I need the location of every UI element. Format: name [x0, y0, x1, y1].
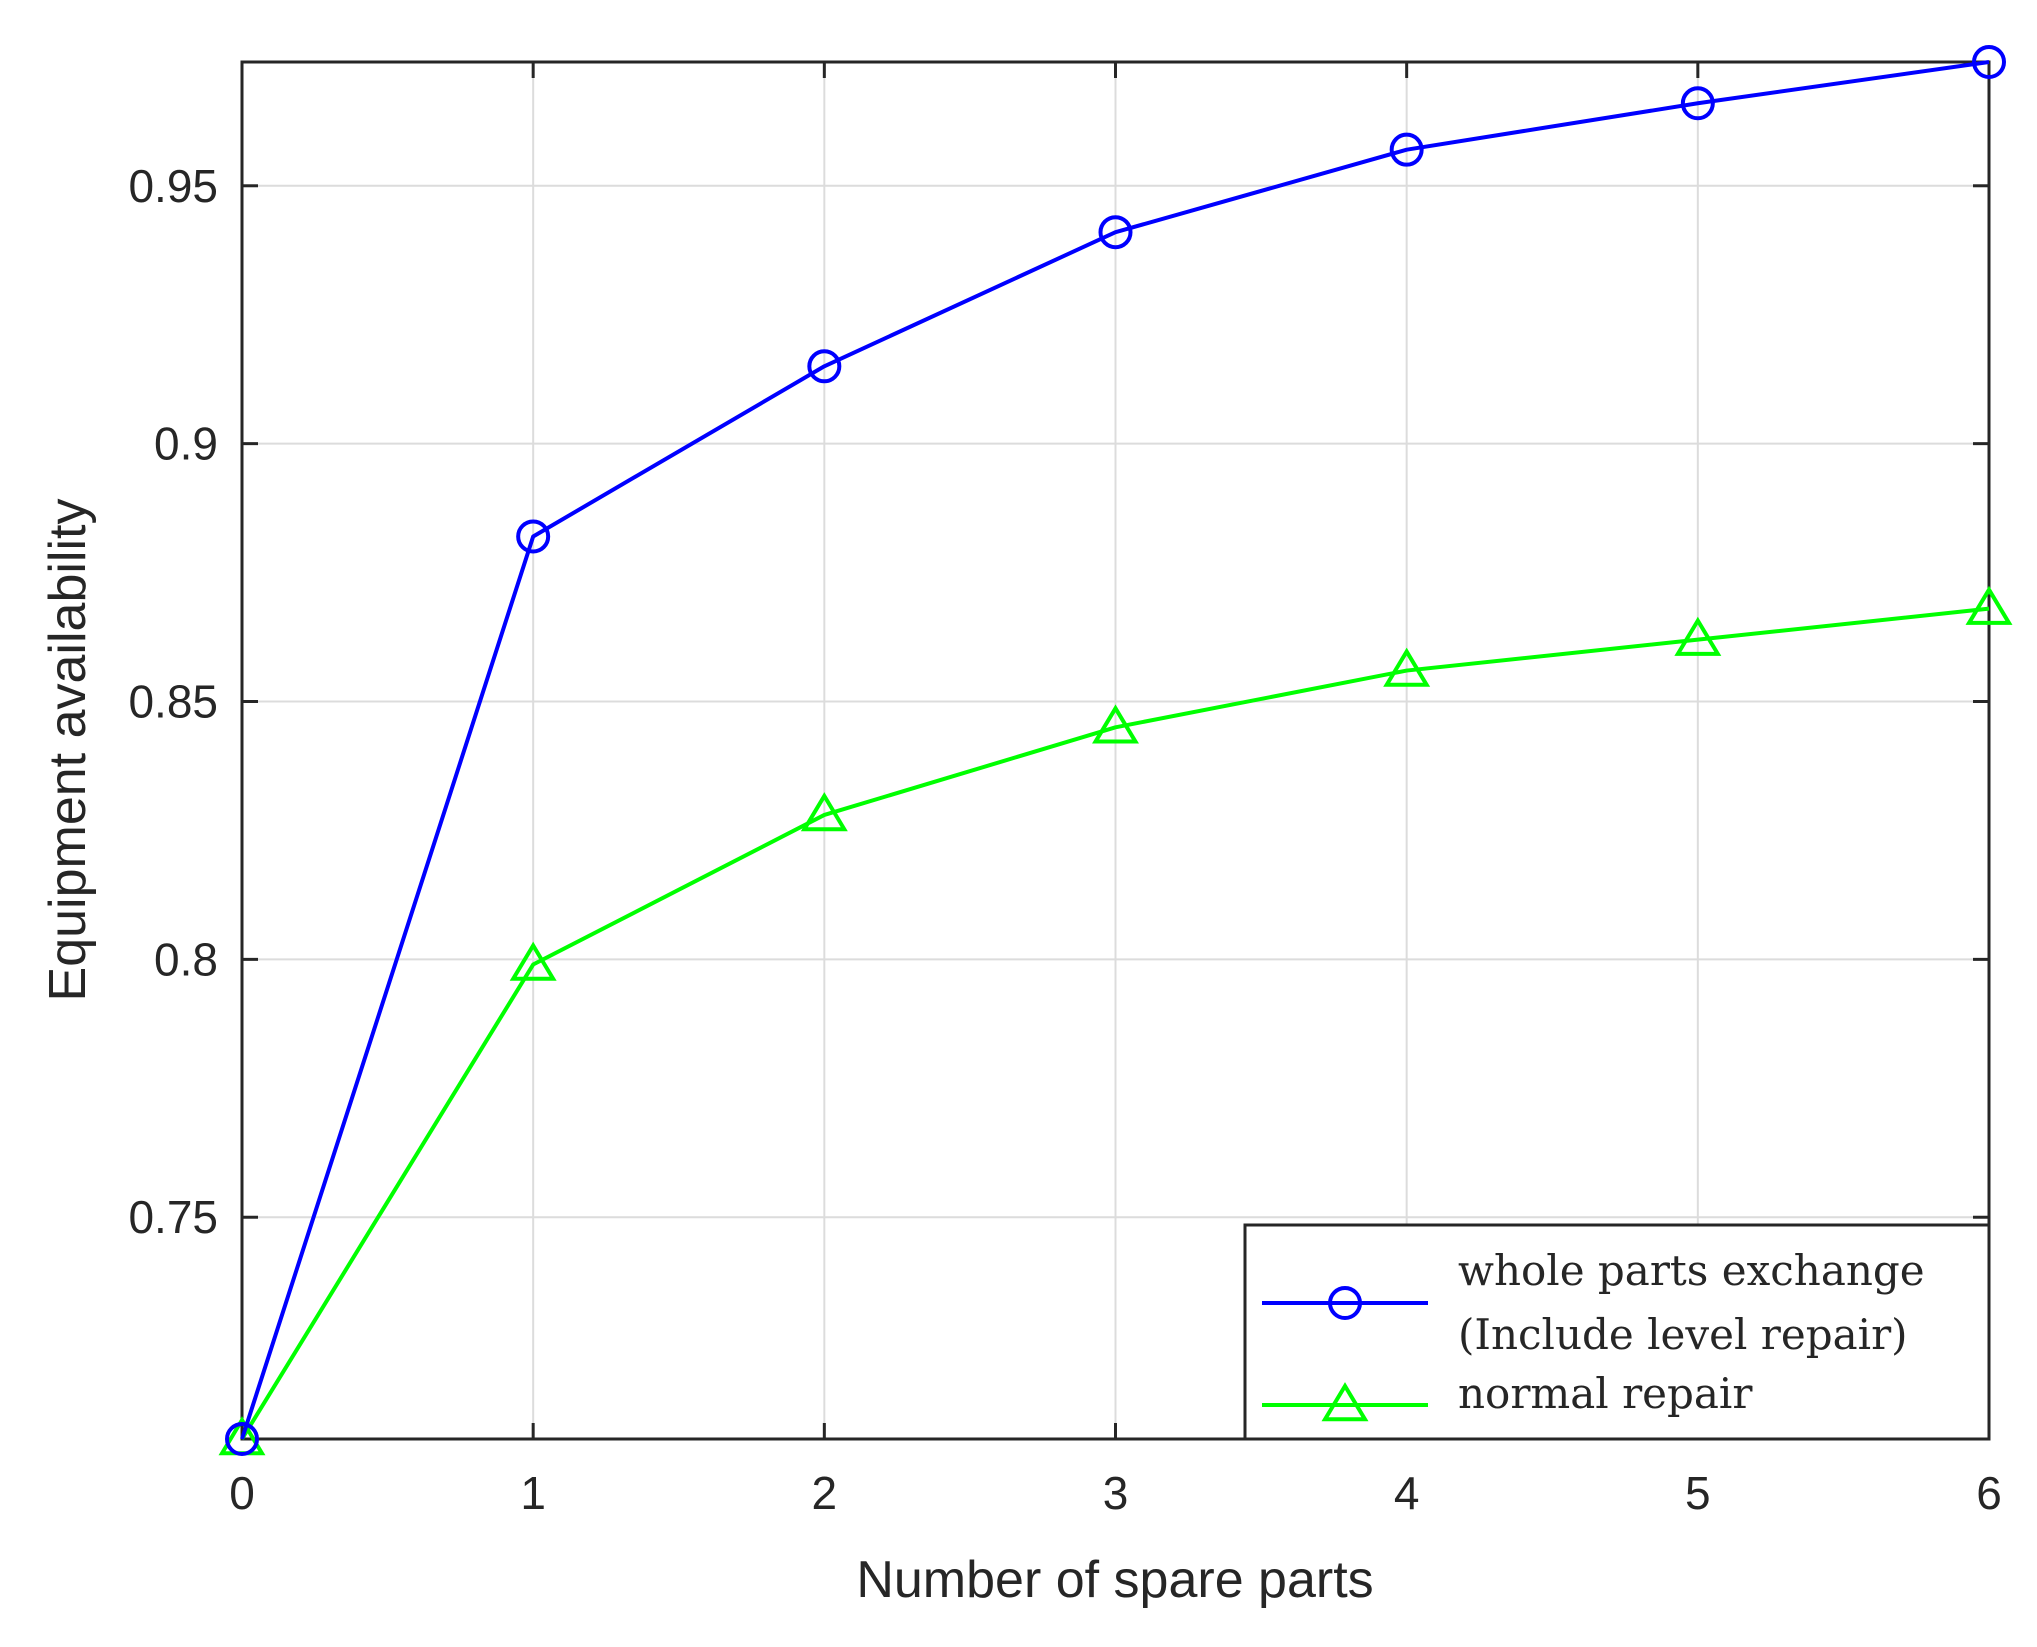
legend-marker-whole-parts-exchange — [1328, 1286, 1362, 1320]
data-point-normal-repair — [509, 941, 557, 981]
data-point-whole-parts-exchange — [807, 349, 842, 384]
legend: whole parts exchange (Include level repai… — [1243, 1223, 1991, 1441]
data-point-normal-repair — [800, 792, 848, 832]
series-whole-parts-exchange — [225, 45, 2006, 1456]
y-tick-label: 0.95 — [128, 160, 218, 212]
x-tick-label: 3 — [1103, 1467, 1129, 1519]
y-tick-label: 0.85 — [128, 676, 218, 728]
x-tick-label: 0 — [229, 1467, 255, 1519]
y-tick-label: 0.8 — [154, 933, 218, 985]
y-tick-label: 0.9 — [154, 418, 218, 470]
legend-marker-normal-repair — [1321, 1382, 1369, 1422]
x-tick-label: 5 — [1685, 1467, 1711, 1519]
x-tick-label: 1 — [520, 1467, 546, 1519]
series-line-whole-parts-exchange — [240, 60, 1990, 1440]
legend-label-whole-parts-exchange: (Include level repair) — [1458, 1310, 1908, 1359]
grid — [242, 62, 1989, 1439]
data-point-whole-parts-exchange — [225, 1422, 259, 1456]
data-point-whole-parts-exchange — [1972, 45, 2006, 79]
legend-label-normal-repair: normal repair — [1458, 1369, 1753, 1418]
series-normal-repair — [218, 585, 2013, 1456]
series-layer — [218, 45, 2013, 1456]
data-point-normal-repair — [1674, 616, 1722, 656]
data-point-normal-repair — [1965, 585, 2013, 625]
axis-ticks: 0 1 2 3 4 5 6 0.75 0.8 0.85 0.9 0.95 — [128, 62, 2002, 1519]
x-tick-label: 2 — [812, 1467, 838, 1519]
y-axis-label: Equipment availability — [39, 499, 97, 1002]
data-point-normal-repair — [1383, 647, 1431, 687]
data-point-whole-parts-exchange — [1098, 215, 1133, 250]
series-line-normal-repair — [240, 606, 1990, 1441]
data-point-normal-repair — [1092, 704, 1139, 744]
data-point-whole-parts-exchange — [516, 519, 551, 554]
x-axis-label: Number of spare parts — [856, 1551, 1373, 1609]
data-point-whole-parts-exchange — [1389, 132, 1424, 167]
legend-label-whole-parts-exchange: whole parts exchange — [1458, 1246, 1925, 1295]
data-point-whole-parts-exchange — [1680, 86, 1715, 121]
y-tick-label: 0.75 — [128, 1191, 218, 1243]
x-tick-label: 6 — [1976, 1467, 2002, 1519]
x-tick-label: 4 — [1394, 1467, 1420, 1519]
